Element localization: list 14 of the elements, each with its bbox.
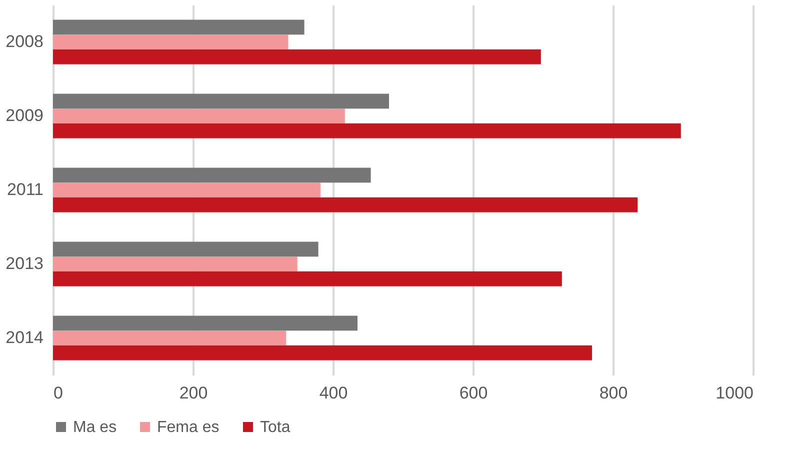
legend-label: Fema es <box>157 419 220 436</box>
y-tick-label: 2008 <box>6 32 44 51</box>
y-tick-label: 2014 <box>6 328 44 347</box>
y-tick-label: 2011 <box>6 180 44 199</box>
x-tick-label: 200 <box>179 384 208 402</box>
x-tick-label: 600 <box>459 384 488 402</box>
y-tick-label: 2013 <box>6 254 44 273</box>
x-tick-label: 1000 <box>716 384 754 402</box>
x-tick-label: 800 <box>599 384 628 402</box>
x-tick-label: 0 <box>54 384 63 402</box>
legend-label: Ma es <box>73 419 117 436</box>
legend-label: Tota <box>260 419 290 436</box>
x-tick-label: 400 <box>319 384 348 402</box>
y-tick-label: 2009 <box>6 106 44 125</box>
